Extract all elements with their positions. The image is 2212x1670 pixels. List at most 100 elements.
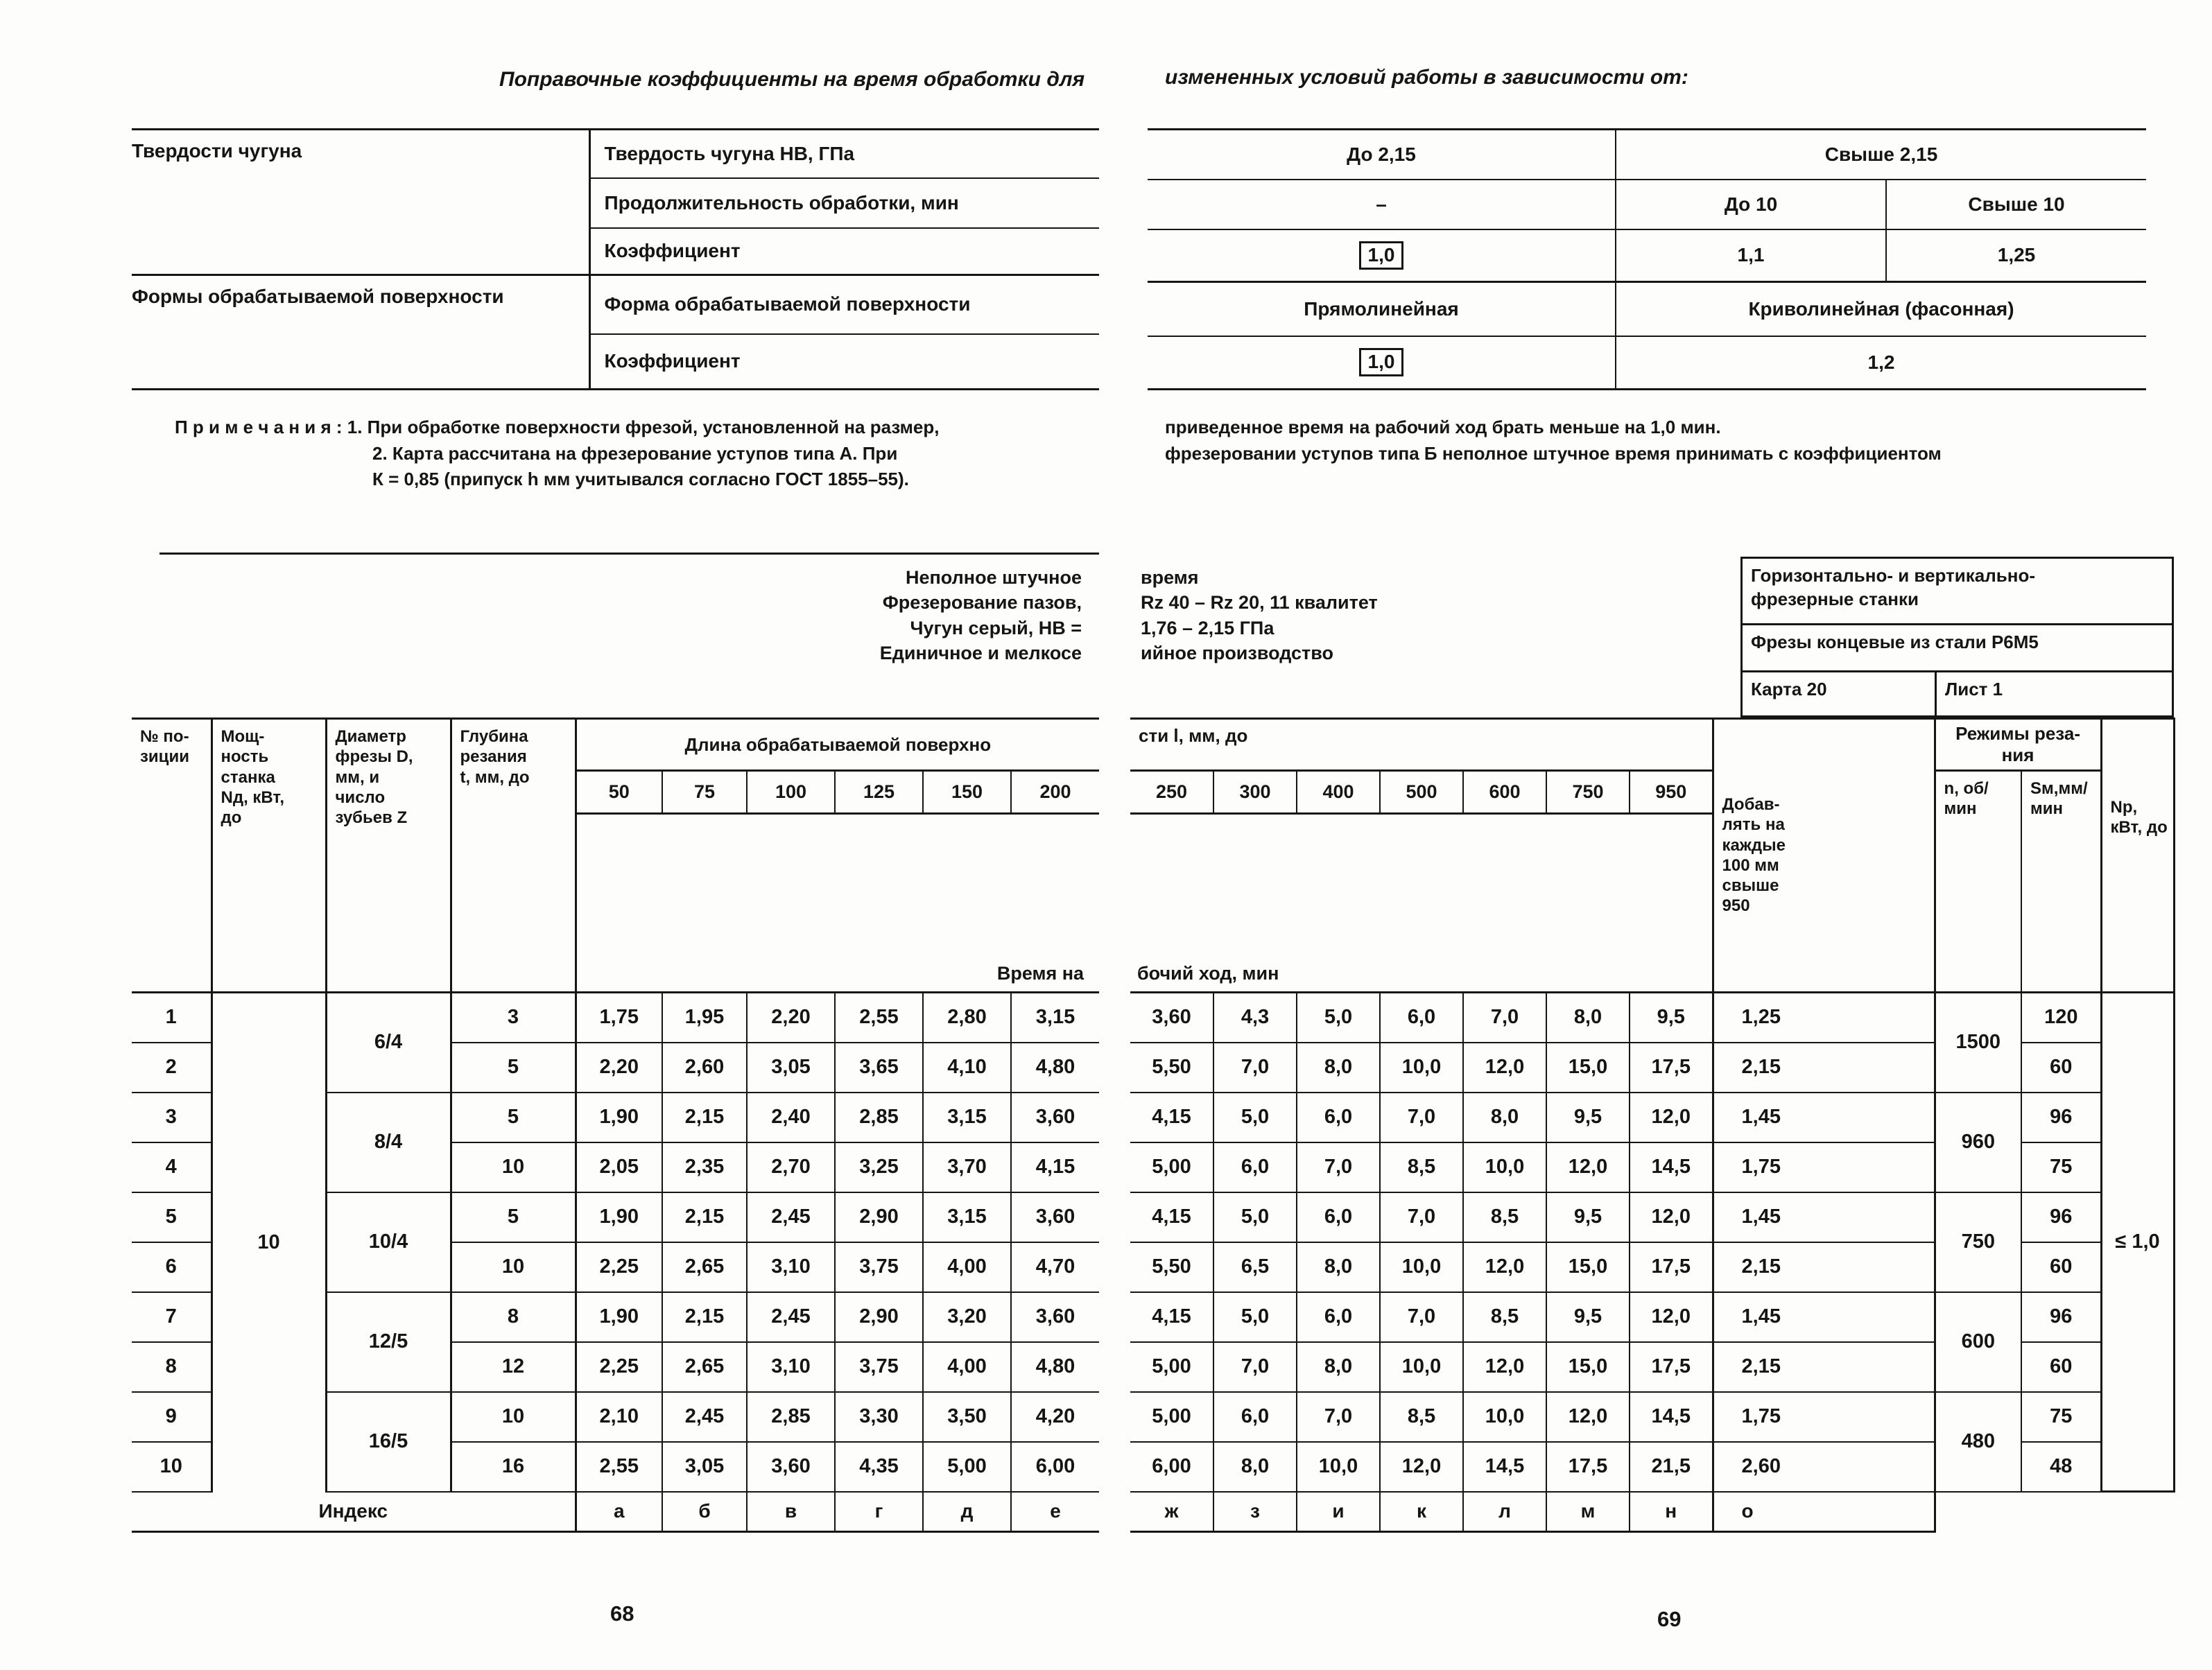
index-cell: г — [835, 1491, 924, 1533]
length-col-header: 100 — [747, 770, 836, 815]
time-cell: 6,00 — [1011, 1441, 1100, 1493]
time-cell: 4,80 — [1011, 1341, 1100, 1393]
time-cell: 2,90 — [835, 1291, 924, 1343]
time-cell: 2,20 — [747, 992, 836, 1043]
hardness-form-table: Твердости чугуна Твердость чугуна НВ, ГП… — [132, 128, 1099, 390]
time-cell: 3,70 — [923, 1142, 1012, 1193]
table-row: 5,00 7,0 8,0 10,0 12,0 15,0 17,5 2,15 60 — [1130, 1341, 2174, 1393]
s-cell: 48 — [2021, 1441, 2102, 1493]
pos-cell: 10 — [132, 1441, 213, 1493]
table-cell: – — [1148, 179, 1616, 230]
card-header-line: Неполное штучное — [905, 567, 1082, 588]
table-row: 2 5 2,20 2,60 3,05 3,65 4,10 4,80 — [132, 1042, 1100, 1093]
dia-cell: 12/5 — [326, 1291, 452, 1393]
index-cell: о — [1711, 1491, 1936, 1533]
coefficients-table: До 2,15 Свыше 2,15 – До 10 Свыше 10 1,0 … — [1148, 128, 2146, 390]
table-row: 7 12/5 8 1,90 2,15 2,45 2,90 3,20 3,60 — [132, 1291, 1100, 1393]
time-cell: 17,5 — [1546, 1441, 1630, 1493]
n-cell: 960 — [1935, 1092, 2023, 1193]
time-cell: 2,80 — [923, 992, 1012, 1043]
col-header-diameter: Диаметр фрезы D, мм, и число зубьев Z — [326, 718, 452, 993]
col-header-position: № по- зиции — [132, 718, 213, 993]
time-cell: 2,85 — [835, 1092, 924, 1143]
time-cell: 8,0 — [1297, 1242, 1381, 1293]
time-cell: 12,0 — [1380, 1441, 1464, 1493]
depth-cell: 3 — [451, 992, 577, 1043]
time-cell: 5,00 — [1130, 1142, 1214, 1193]
time-cell: 10,0 — [1463, 1142, 1547, 1193]
pos-cell: 7 — [132, 1291, 213, 1343]
row-group-label: Твердости чугуна — [132, 129, 591, 276]
time-cell: 4,80 — [1011, 1042, 1100, 1093]
time-cell: 1,90 — [576, 1192, 663, 1243]
table-cell: Криволинейная (фасонная) — [1616, 281, 2146, 337]
time-cell: 8,5 — [1463, 1192, 1547, 1243]
time-cell: 3,30 — [835, 1391, 924, 1443]
time-cell: 7,0 — [1297, 1391, 1381, 1443]
note-line: П р и м е ч а н и я : 1. При обработке п… — [175, 417, 940, 437]
table-row: 5,00 6,0 7,0 8,5 10,0 12,0 14,5 1,75 75 — [1130, 1142, 2174, 1193]
n-cell: 750 — [1935, 1192, 2023, 1293]
time-cell: 1,75 — [576, 992, 663, 1043]
length-col-header: 250 — [1130, 770, 1214, 815]
time-cell: 2,55 — [576, 1441, 663, 1493]
sheet-number-label: Лист 1 — [1945, 679, 2003, 699]
table-row: 1 10 6/4 3 1,75 1,95 2,20 2,55 2,80 3,15 — [132, 992, 1100, 1492]
time-cell: 12,0 — [1630, 1092, 1714, 1143]
time-cell: 2,65 — [662, 1341, 748, 1393]
time-cell: 3,10 — [747, 1341, 836, 1393]
add-cell: 1,75 — [1711, 1391, 1936, 1443]
index-cell: б — [662, 1491, 748, 1533]
time-cell: 6,00 — [1130, 1441, 1214, 1493]
col-header-s: Sм,мм/ мин — [2021, 770, 2102, 993]
length-col-header: 950 — [1630, 770, 1713, 815]
s-cell: 75 — [2021, 1391, 2102, 1443]
tool-type-label: Фрезы концевые из стали Р6М5 — [1743, 625, 2172, 672]
col-header-n: n, об/ мин — [1935, 770, 2023, 993]
s-cell: 75 — [2021, 1142, 2102, 1193]
time-cell: 2,35 — [662, 1142, 748, 1193]
time-cell: 3,60 — [1011, 1192, 1100, 1243]
time-cell: 2,25 — [576, 1341, 663, 1393]
card-header-line: Rz 40 – Rz 20, 11 квалитет — [1141, 592, 1378, 614]
time-cell: 4,15 — [1130, 1291, 1214, 1343]
time-cell: 5,0 — [1213, 1092, 1297, 1143]
table-row-label: Коэффициент — [589, 227, 1099, 276]
table-row: 5,50 6,5 8,0 10,0 12,0 15,0 17,5 2,15 60 — [1130, 1242, 2174, 1293]
main-table-left: № по- зиции Мощ- ность станка Nд, кВт, д… — [132, 717, 1100, 1533]
index-label: Индекс — [132, 1491, 577, 1533]
length-col-header: 50 — [576, 770, 663, 815]
time-cell: 2,90 — [835, 1192, 924, 1243]
time-cell: 2,45 — [747, 1291, 836, 1343]
notes-left: П р и м е ч а н и я : 1. При обработке п… — [175, 415, 1104, 493]
table-cell: 1,2 — [1616, 336, 2146, 390]
add-cell: 1,75 — [1711, 1142, 1936, 1193]
time-cell: 5,00 — [1130, 1391, 1214, 1443]
index-row-spacer — [1935, 1492, 2174, 1532]
time-cell: 2,25 — [576, 1242, 663, 1293]
s-cell: 60 — [2021, 1341, 2102, 1393]
length-col-header: 500 — [1380, 770, 1464, 815]
s-cell: 60 — [2021, 1242, 2102, 1293]
index-cell: н — [1630, 1491, 1714, 1533]
dia-cell: 10/4 — [326, 1192, 452, 1293]
card-info-box: Горизонтально- и вертикально- фрезерные … — [1740, 557, 2174, 717]
time-cell: 5,00 — [1130, 1341, 1214, 1393]
time-cell: 2,55 — [835, 992, 924, 1043]
time-cell: 9,5 — [1546, 1291, 1630, 1343]
time-cell: 4,15 — [1130, 1192, 1214, 1243]
time-cell: 3,05 — [747, 1042, 836, 1093]
time-cell: 2,15 — [662, 1092, 748, 1143]
dia-cell: 6/4 — [326, 992, 452, 1093]
table-row: 5 10/4 5 1,90 2,15 2,45 2,90 3,15 3,60 — [132, 1192, 1100, 1293]
depth-cell: 16 — [451, 1441, 577, 1493]
time-cell: 10,0 — [1297, 1441, 1381, 1493]
depth-cell: 5 — [451, 1092, 577, 1143]
time-cell: 8,0 — [1297, 1341, 1381, 1393]
time-cell: 4,00 — [923, 1341, 1012, 1393]
s-cell: 96 — [2021, 1092, 2102, 1143]
time-cell: 12,0 — [1630, 1291, 1714, 1343]
card-number-label: Карта 20 — [1743, 672, 1937, 715]
add-cell: 2,15 — [1711, 1042, 1936, 1093]
